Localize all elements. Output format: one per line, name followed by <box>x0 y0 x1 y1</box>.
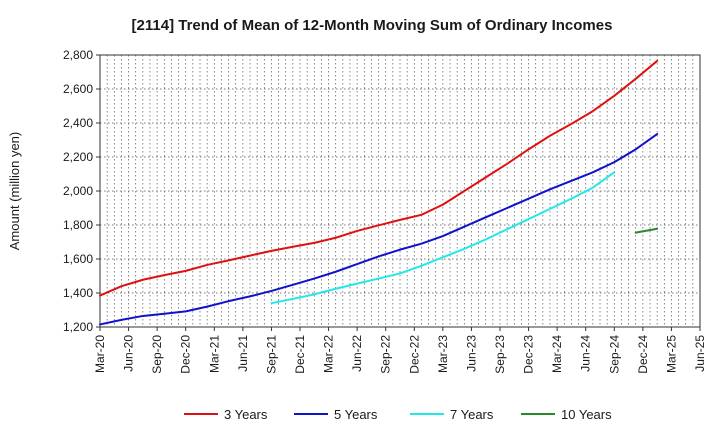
y-tick-label: 2,400 <box>63 116 93 130</box>
x-tick-label: Jun-24 <box>579 335 593 372</box>
legend-label: 5 Years <box>334 407 378 422</box>
y-tick-label: 2,200 <box>63 150 93 164</box>
series-line-5-years <box>99 133 659 326</box>
x-tick-label: Jun-23 <box>464 335 478 372</box>
x-tick-label: Jun-21 <box>236 335 250 372</box>
y-tick-label: 1,400 <box>63 286 93 300</box>
series-line-7-years <box>270 171 616 305</box>
y-tick-label: 1,200 <box>63 320 93 334</box>
y-tick-label: 2,800 <box>63 48 93 62</box>
x-tick-label: Dec-20 <box>179 335 193 374</box>
chart-title: [2114] Trend of Mean of 12-Month Moving … <box>132 17 613 34</box>
x-tick-label: Sep-22 <box>379 335 393 374</box>
x-tick-label: Jun-20 <box>122 335 136 372</box>
x-tick-labels: Mar-20 Jun-20 Sep-20 Dec-20 Mar-21 Jun-21 Sep-… <box>93 327 707 374</box>
x-tick-label: Dec-24 <box>636 335 650 374</box>
x-tick-label: Mar-21 <box>207 335 221 373</box>
y-tick-label: 2,000 <box>63 184 93 198</box>
legend-label: 10 Years <box>561 407 612 422</box>
x-tick-label: Sep-23 <box>493 335 507 374</box>
x-tick-label: Mar-23 <box>436 335 450 373</box>
y-tick-label: 1,800 <box>63 218 93 232</box>
x-tick-label: Sep-20 <box>150 335 164 374</box>
x-tick-label: Sep-24 <box>607 335 621 374</box>
y-tick-labels: 1,200 1,400 1,600 1,800 2,000 2,200 2,400 2,600… <box>63 48 100 334</box>
x-tick-label: Mar-22 <box>322 335 336 373</box>
legend-label: 3 Years <box>224 407 268 422</box>
x-tick-label: Mar-25 <box>664 335 678 373</box>
series-line-3-years <box>99 59 659 297</box>
x-tick-label: Dec-21 <box>293 335 307 374</box>
legend: 3 Years 5 Years 7 Years 10 Years <box>184 407 612 422</box>
grid <box>99 54 701 328</box>
x-tick-label: Dec-22 <box>407 335 421 374</box>
series-line-10-years <box>634 227 659 234</box>
x-tick-label: Mar-24 <box>550 335 564 373</box>
x-tick-label: Jun-25 <box>693 335 707 372</box>
x-tick-label: Mar-20 <box>93 335 107 373</box>
series-lines <box>99 59 659 326</box>
legend-label: 7 Years <box>450 407 494 422</box>
y-axis-label: Amount (million yen) <box>7 132 22 251</box>
x-tick-label: Jun-22 <box>350 335 364 372</box>
x-tick-label: Dec-23 <box>522 335 536 374</box>
x-tick-label: Sep-21 <box>264 335 278 374</box>
y-tick-label: 2,600 <box>63 82 93 96</box>
y-tick-label: 1,600 <box>63 252 93 266</box>
